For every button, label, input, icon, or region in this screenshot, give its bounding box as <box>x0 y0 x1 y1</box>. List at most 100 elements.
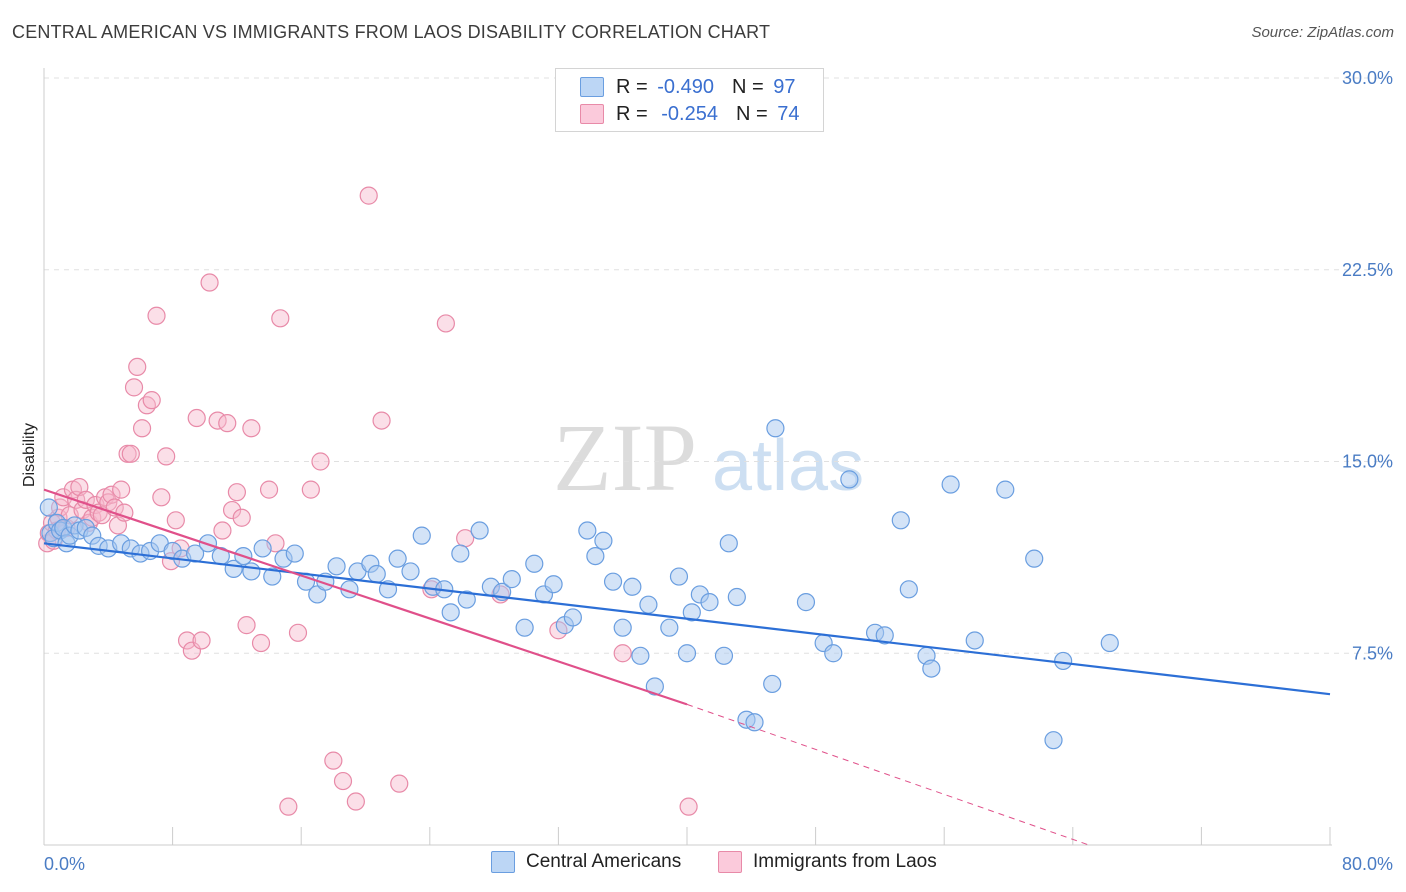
laos-point <box>333 771 353 791</box>
laos-point <box>359 186 378 205</box>
legend-n-value: 97 <box>773 75 796 98</box>
pink-legend-swatch <box>718 851 742 873</box>
central-american-point <box>263 567 282 586</box>
laos-trendline-extension <box>686 703 1090 846</box>
y-tick-label: 30.0% <box>1342 68 1393 88</box>
laos-point <box>121 444 140 463</box>
laos-point <box>222 500 242 520</box>
laos-point <box>128 357 147 377</box>
laos-point <box>112 480 131 499</box>
central-american-point <box>645 677 664 696</box>
laos-point <box>372 411 391 430</box>
central-american-point <box>941 475 960 494</box>
laos-point <box>187 408 206 428</box>
legend-label: Central Americans <box>526 851 682 872</box>
central-american-point <box>563 608 582 627</box>
central-american-point <box>669 567 689 586</box>
laos-trendline <box>43 488 688 706</box>
central-american-point <box>441 603 460 622</box>
legend-n-label: N = <box>735 102 768 125</box>
central-american-point <box>412 526 431 545</box>
legend-row-laos: R = -0.254 N = 74 <box>556 101 799 127</box>
central-american-point <box>594 531 613 550</box>
laos-point <box>679 797 698 816</box>
laos-point <box>152 488 171 507</box>
laos-point <box>251 633 271 653</box>
central-american-point <box>578 521 597 540</box>
chart-title: CENTRAL AMERICAN VS IMMIGRANTS FROM LAOS… <box>12 22 771 42</box>
legend-r-value: -0.254 <box>661 102 718 125</box>
x-tick-labels: 0.0% 80.0% <box>44 854 1393 874</box>
central-american-points <box>39 419 1119 750</box>
y-axis-label: Disability <box>21 423 38 487</box>
central-american-point <box>457 590 476 609</box>
y-tick-label: 7.5% <box>1352 643 1393 663</box>
legend-r-label: R = <box>616 75 648 98</box>
central-american-point <box>719 534 738 553</box>
laos-point <box>242 419 261 438</box>
laos-point <box>436 314 455 333</box>
central-american-point <box>727 587 746 607</box>
laos-point <box>147 306 166 325</box>
central-american-point <box>714 646 734 665</box>
x-tick-label: 80.0% <box>1342 854 1393 874</box>
central-american-point <box>891 511 910 530</box>
laos-point <box>157 447 176 466</box>
central-american-point <box>1054 651 1073 671</box>
laos-point <box>177 631 197 650</box>
central-american-point <box>796 593 816 612</box>
laos-point <box>288 623 308 642</box>
central-american-point <box>603 572 623 591</box>
central-american-point <box>899 580 918 599</box>
pink-swatch <box>580 104 604 124</box>
central-american-point <box>285 544 304 563</box>
central-american-point <box>451 544 470 563</box>
laos-point <box>259 480 279 499</box>
trend-lines <box>43 488 1331 846</box>
legend-item-central-americans: Central Americans <box>491 851 681 873</box>
axes <box>43 68 1332 846</box>
laos-point <box>166 511 185 530</box>
central-american-point <box>682 603 701 622</box>
central-american-point <box>824 644 843 663</box>
legend-label: Immigrants from Laos <box>753 851 937 872</box>
central-american-point <box>631 646 650 665</box>
central-american-point <box>388 549 407 568</box>
central-american-point <box>922 659 941 678</box>
central-american-point <box>623 577 642 596</box>
central-american-point <box>327 557 346 576</box>
central-american-point <box>308 585 327 604</box>
central-american-point <box>766 419 785 438</box>
central-american-point <box>639 595 658 614</box>
central-american-point <box>700 593 719 612</box>
laos-point <box>279 797 298 816</box>
central-american-point <box>763 674 782 694</box>
central-american-point <box>515 618 534 637</box>
watermark: ZIP atlas <box>553 404 864 511</box>
central-american-point <box>677 644 697 663</box>
central-american-point <box>502 570 521 589</box>
central-american-point <box>1044 731 1063 750</box>
y-tick-labels: 7.5% 15.0% 22.5% 30.0% <box>1342 68 1393 663</box>
laos-point <box>218 414 237 433</box>
laos-point <box>213 521 232 540</box>
legend-n-label: N = <box>731 75 764 98</box>
central-american-point <box>253 539 272 558</box>
central-american-point <box>470 521 489 540</box>
central-american-point <box>996 480 1015 499</box>
legend-r-value: -0.490 <box>657 75 714 98</box>
laos-point <box>192 631 211 650</box>
watermark-atlas: atlas <box>712 426 864 506</box>
central-american-point <box>39 498 58 517</box>
y-tick-label: 15.0% <box>1342 452 1393 472</box>
legend-r-label: R = <box>616 102 648 125</box>
laos-point <box>142 391 161 410</box>
laos-point <box>200 273 219 292</box>
central-american-point <box>840 470 859 489</box>
central-american-point <box>613 618 632 637</box>
laos-point <box>346 792 365 811</box>
laos-point <box>227 483 246 502</box>
central-american-point <box>367 564 386 584</box>
legend-item-laos: Immigrants from Laos <box>718 851 937 873</box>
central-american-point <box>1025 549 1044 568</box>
